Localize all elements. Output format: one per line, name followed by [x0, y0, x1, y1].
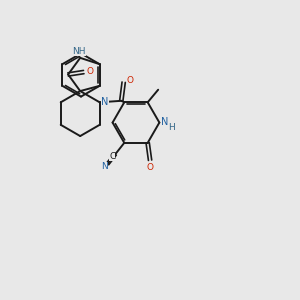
- Text: N: N: [101, 97, 109, 107]
- Text: N: N: [161, 117, 169, 127]
- Text: O: O: [147, 163, 154, 172]
- Text: O: O: [127, 76, 134, 85]
- Text: NH: NH: [72, 47, 86, 56]
- Text: N: N: [101, 162, 108, 171]
- Text: C: C: [109, 152, 116, 161]
- Text: H: H: [169, 124, 176, 133]
- Text: O: O: [87, 67, 94, 76]
